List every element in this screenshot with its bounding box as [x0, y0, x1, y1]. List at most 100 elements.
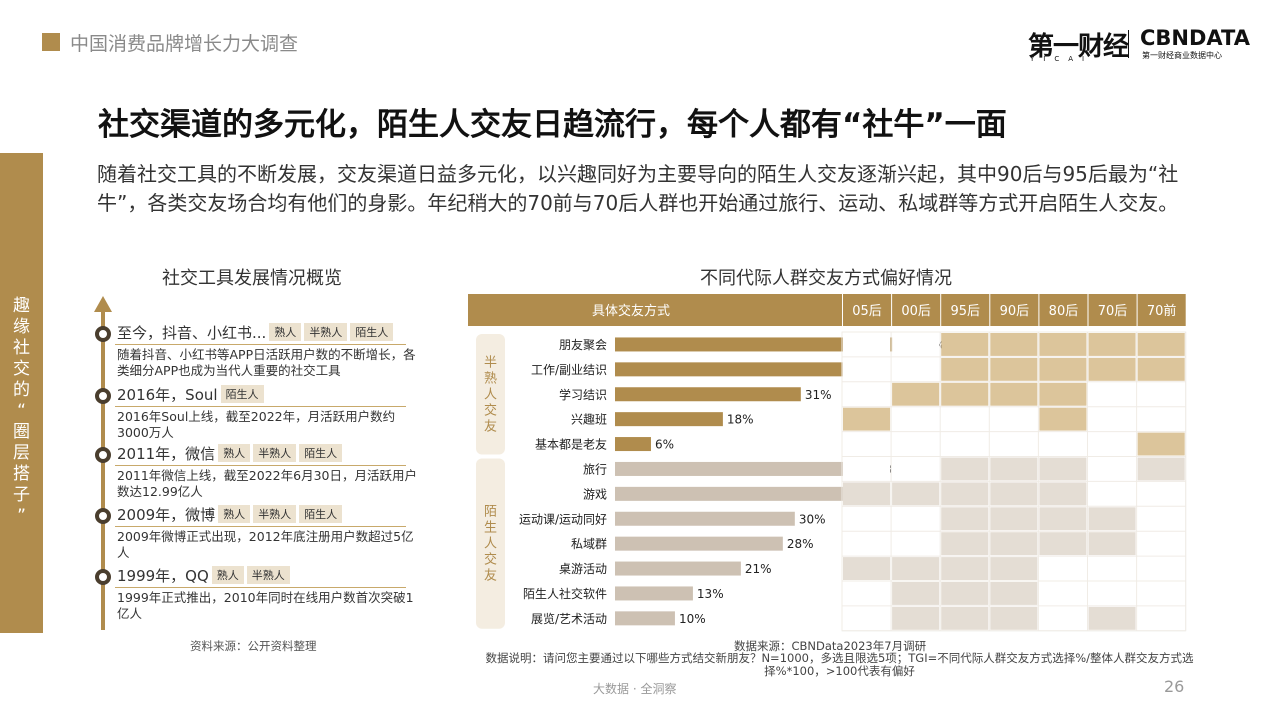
preference-cell: [1039, 357, 1087, 381]
preference-cell: [1039, 582, 1087, 605]
value-label: 6%: [655, 438, 674, 452]
timeline-item-heading: 1999年，QQ 熟人 半熟人: [117, 565, 290, 586]
preference-cell: [1088, 532, 1136, 556]
category-label: 兴趣班: [571, 412, 607, 427]
preference-cell: [990, 357, 1038, 381]
data-source: 数据来源：CBNData2023年7月调研: [734, 639, 927, 653]
generation-header-cell: [843, 294, 892, 326]
relation-tag: 熟人: [211, 566, 244, 584]
timeline-item-label: 1999年，QQ: [117, 567, 209, 585]
cbndata-logo: CBNDATA: [1140, 26, 1250, 50]
timeline-divider: [115, 406, 406, 407]
preference-cell: [941, 532, 989, 556]
relation-tag: 熟人: [269, 323, 302, 341]
preference-cell: [1039, 532, 1087, 556]
category-label: 展览/艺术活动: [531, 611, 607, 626]
yicai-logo-sub: YICAI: [1030, 55, 1094, 63]
timeline-item-description: 2011年微信上线，截至2022年6月30日，月活跃用户数达12.99亿人: [117, 468, 417, 499]
preference-cell: [1137, 382, 1185, 406]
preference-cell: [892, 532, 940, 556]
preference-cell: [1039, 333, 1087, 356]
timeline-dot: [95, 447, 111, 463]
cbndata-logo-sub: 第一财经商业数据中心: [1142, 51, 1222, 60]
bar: [615, 412, 723, 427]
generation-header-label: 70后: [1098, 304, 1128, 319]
preference-cell: [941, 507, 989, 531]
preference-cell: [990, 457, 1038, 481]
preference-cell: [843, 357, 891, 381]
preference-cell: [941, 382, 989, 406]
bar: [615, 561, 741, 576]
timeline-item-description: 随着抖音、小红书等APP日活跃用户数的不断增长，各类细分APP也成为当代人重要的…: [117, 347, 416, 378]
preference-cell: [892, 333, 940, 356]
preference-cell: [1137, 582, 1185, 605]
side-tab-label: 趣缘社交的 “圈层搭子”: [13, 296, 30, 526]
preference-cell: [1039, 606, 1087, 630]
timeline-divider: [115, 344, 406, 345]
preference-cell: [1039, 432, 1087, 456]
preference-cell: [1137, 457, 1185, 481]
preference-cell: [892, 482, 940, 506]
relation-tag: 熟人: [218, 444, 251, 462]
generation-header-cell: [1088, 294, 1137, 326]
preference-cell: [941, 606, 989, 630]
relation-tag: 半熟人: [304, 323, 348, 341]
value-label: 10%: [679, 612, 706, 626]
preference-cell: [1088, 507, 1136, 531]
relation-tag: 半熟人: [246, 566, 290, 584]
bar: [615, 611, 675, 626]
preference-cell: [1137, 357, 1185, 381]
preference-cell: [990, 407, 1038, 431]
preference-cell: [1039, 457, 1087, 481]
timeline-item-description: 2009年微博正式出现，2012年底注册用户数超过5亿人: [117, 529, 414, 560]
preference-cell: [941, 457, 989, 481]
bar: [615, 362, 843, 377]
group-label-char: 友: [484, 568, 497, 584]
generation-header-label: 70前: [1147, 303, 1177, 319]
preference-cell: [1137, 482, 1185, 506]
preference-cell: [843, 432, 891, 456]
preference-cell: [1088, 382, 1136, 406]
preference-cell: [990, 532, 1038, 556]
preference-cell: [1137, 432, 1185, 456]
preference-cell: [941, 432, 989, 456]
preference-cell: [843, 457, 891, 481]
preference-cell: [1137, 557, 1185, 580]
chart-title: 不同代际人群交友方式偏好情况: [700, 268, 952, 289]
timeline-arrow-icon: [94, 296, 112, 312]
preference-cell: [892, 582, 940, 605]
category-label: 学习结识: [559, 387, 607, 402]
preference-cell: [990, 582, 1038, 605]
bar: [615, 536, 783, 551]
timeline-item-description: 1999年正式推出，2010年同时在线用户数首次突破1亿人: [117, 590, 414, 621]
preference-cell: [843, 582, 891, 605]
preference-cell: [1088, 432, 1136, 456]
timeline-title: 社交工具发展情况概览: [162, 268, 342, 289]
group-label-char: 半: [484, 355, 497, 370]
header-square: [42, 33, 60, 51]
relation-tag: 陌生人: [220, 385, 264, 403]
preference-cell: [1088, 557, 1136, 580]
preference-cell: [892, 557, 940, 580]
bar: [615, 586, 693, 601]
preference-cell: [941, 357, 989, 381]
preference-cell: [843, 557, 891, 580]
preference-cell: [1137, 606, 1185, 630]
preference-cell: [941, 333, 989, 356]
chart-header-band: [468, 294, 842, 326]
timeline-dot: [95, 326, 111, 342]
category-label: 私域群: [571, 537, 607, 551]
side-tab: [0, 153, 43, 633]
preference-cell: [1088, 482, 1136, 506]
value-label: 21%: [745, 562, 772, 576]
preference-cell: [892, 606, 940, 630]
timeline-axis: [101, 310, 105, 630]
timeline-divider: [115, 587, 406, 588]
value-label: 13%: [697, 587, 724, 601]
preference-cell: [1137, 532, 1185, 556]
preference-cell: [843, 407, 891, 431]
preference-cell: [843, 507, 891, 531]
bar: [615, 337, 915, 352]
preference-cell: [1039, 407, 1087, 431]
data-note: 数据说明：请问您主要通过以下哪些方式结交新朋友？N=1000，多选且限选5项；T…: [485, 651, 1194, 678]
